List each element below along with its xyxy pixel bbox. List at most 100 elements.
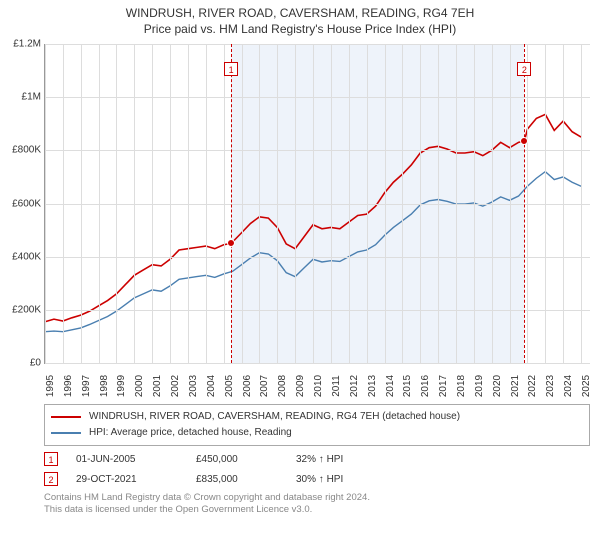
gridline-horizontal [45,363,590,364]
chart-container: WINDRUSH, RIVER ROAD, CAVERSHAM, READING… [0,0,600,560]
y-axis-label: £400K [5,251,41,262]
legend-swatch [51,432,81,434]
y-axis-label: £200K [5,304,41,315]
y-axis-label: £600K [5,198,41,209]
footnote-row: 2 29-OCT-2021£835,00030% ↑ HPI [44,472,590,486]
footnote-marker: 2 [44,472,58,486]
attribution: Contains HM Land Registry data © Crown c… [44,492,590,517]
gridline-vertical [170,44,171,363]
legend-swatch [51,416,81,418]
x-axis-label: 1997 [81,375,92,397]
gridline-vertical [510,44,511,363]
y-axis-label: £1M [5,92,41,103]
gridline-vertical [242,44,243,363]
attribution-line1: Contains HM Land Registry data © Crown c… [44,492,590,504]
gridline-vertical [152,44,153,363]
footnote-delta: 32% ↑ HPI [296,454,396,465]
marker-dot [520,137,528,145]
x-axis-label: 2009 [295,375,306,397]
x-axis-label: 2013 [367,375,378,397]
gridline-vertical [456,44,457,363]
footnote-date: 29-OCT-2021 [76,474,196,485]
legend-row: HPI: Average price, detached house, Read… [51,425,583,441]
gridline-vertical [527,44,528,363]
marker-box: 1 [224,62,238,76]
gridline-vertical [63,44,64,363]
gridline-vertical [295,44,296,363]
x-axis-label: 1999 [116,375,127,397]
legend-label: WINDRUSH, RIVER ROAD, CAVERSHAM, READING… [89,409,460,425]
marker-dot [227,239,235,247]
legend-row: WINDRUSH, RIVER ROAD, CAVERSHAM, READING… [51,409,583,425]
footnote-price: £450,000 [196,454,296,465]
gridline-vertical [134,44,135,363]
x-axis-label: 2001 [152,375,163,397]
x-axis-label: 2015 [402,375,413,397]
x-axis-label: 1998 [99,375,110,397]
x-axis-label: 2016 [420,375,431,397]
gridline-horizontal [45,150,590,151]
x-axis-label: 2017 [438,375,449,397]
gridline-vertical [206,44,207,363]
x-axis-label: 2002 [170,375,181,397]
attribution-line2: This data is licensed under the Open Gov… [44,504,590,516]
gridline-vertical [581,44,582,363]
gridline-horizontal [45,204,590,205]
footnotes: 1 01-JUN-2005£450,00032% ↑ HPI 2 29-OCT-202… [44,452,590,486]
x-axis-label: 2007 [259,375,270,397]
legend-label: HPI: Average price, detached house, Read… [89,425,292,441]
x-axis-label: 2024 [563,375,574,397]
gridline-vertical [45,44,46,363]
x-axis-label: 2006 [242,375,253,397]
x-axis-label: 2020 [492,375,503,397]
chart-area: £0£200K£400K£600K£800K£1M£1.2M1995199619… [44,44,590,364]
gridline-vertical [492,44,493,363]
gridline-vertical [349,44,350,363]
gridline-horizontal [45,257,590,258]
x-axis-label: 1996 [63,375,74,397]
marker-line [524,44,525,363]
gridline-vertical [99,44,100,363]
footnote-delta: 30% ↑ HPI [296,474,396,485]
gridline-horizontal [45,44,590,45]
x-axis-label: 2023 [545,375,556,397]
gridline-vertical [331,44,332,363]
x-axis-label: 2025 [581,375,592,397]
x-axis-label: 2000 [134,375,145,397]
gridline-horizontal [45,97,590,98]
x-axis-label: 2008 [277,375,288,397]
footnote-marker: 1 [44,452,58,466]
x-axis-label: 2004 [206,375,217,397]
footnote-date: 01-JUN-2005 [76,454,196,465]
x-axis-label: 1995 [45,375,56,397]
gridline-vertical [563,44,564,363]
gridline-vertical [224,44,225,363]
gridline-vertical [474,44,475,363]
x-axis-label: 2022 [527,375,538,397]
gridline-vertical [313,44,314,363]
gridline-vertical [420,44,421,363]
x-axis-label: 2014 [385,375,396,397]
x-axis-label: 2012 [349,375,360,397]
gridline-vertical [116,44,117,363]
footnote-price: £835,000 [196,474,296,485]
gridline-vertical [402,44,403,363]
y-axis-label: £1.2M [5,39,41,50]
gridline-vertical [367,44,368,363]
x-axis-label: 2011 [331,375,342,397]
x-axis-label: 2021 [510,375,521,397]
x-axis-label: 2005 [224,375,235,397]
footnote-row: 1 01-JUN-2005£450,00032% ↑ HPI [44,452,590,466]
gridline-horizontal [45,310,590,311]
marker-line [231,44,232,363]
gridline-vertical [188,44,189,363]
y-axis-label: £800K [5,145,41,156]
title-block: WINDRUSH, RIVER ROAD, CAVERSHAM, READING… [0,0,600,38]
title-subtitle: Price paid vs. HM Land Registry's House … [0,22,600,36]
gridline-vertical [277,44,278,363]
marker-box: 2 [517,62,531,76]
gridline-vertical [385,44,386,363]
title-main: WINDRUSH, RIVER ROAD, CAVERSHAM, READING… [0,6,600,20]
y-axis-label: £0 [5,358,41,369]
gridline-vertical [259,44,260,363]
